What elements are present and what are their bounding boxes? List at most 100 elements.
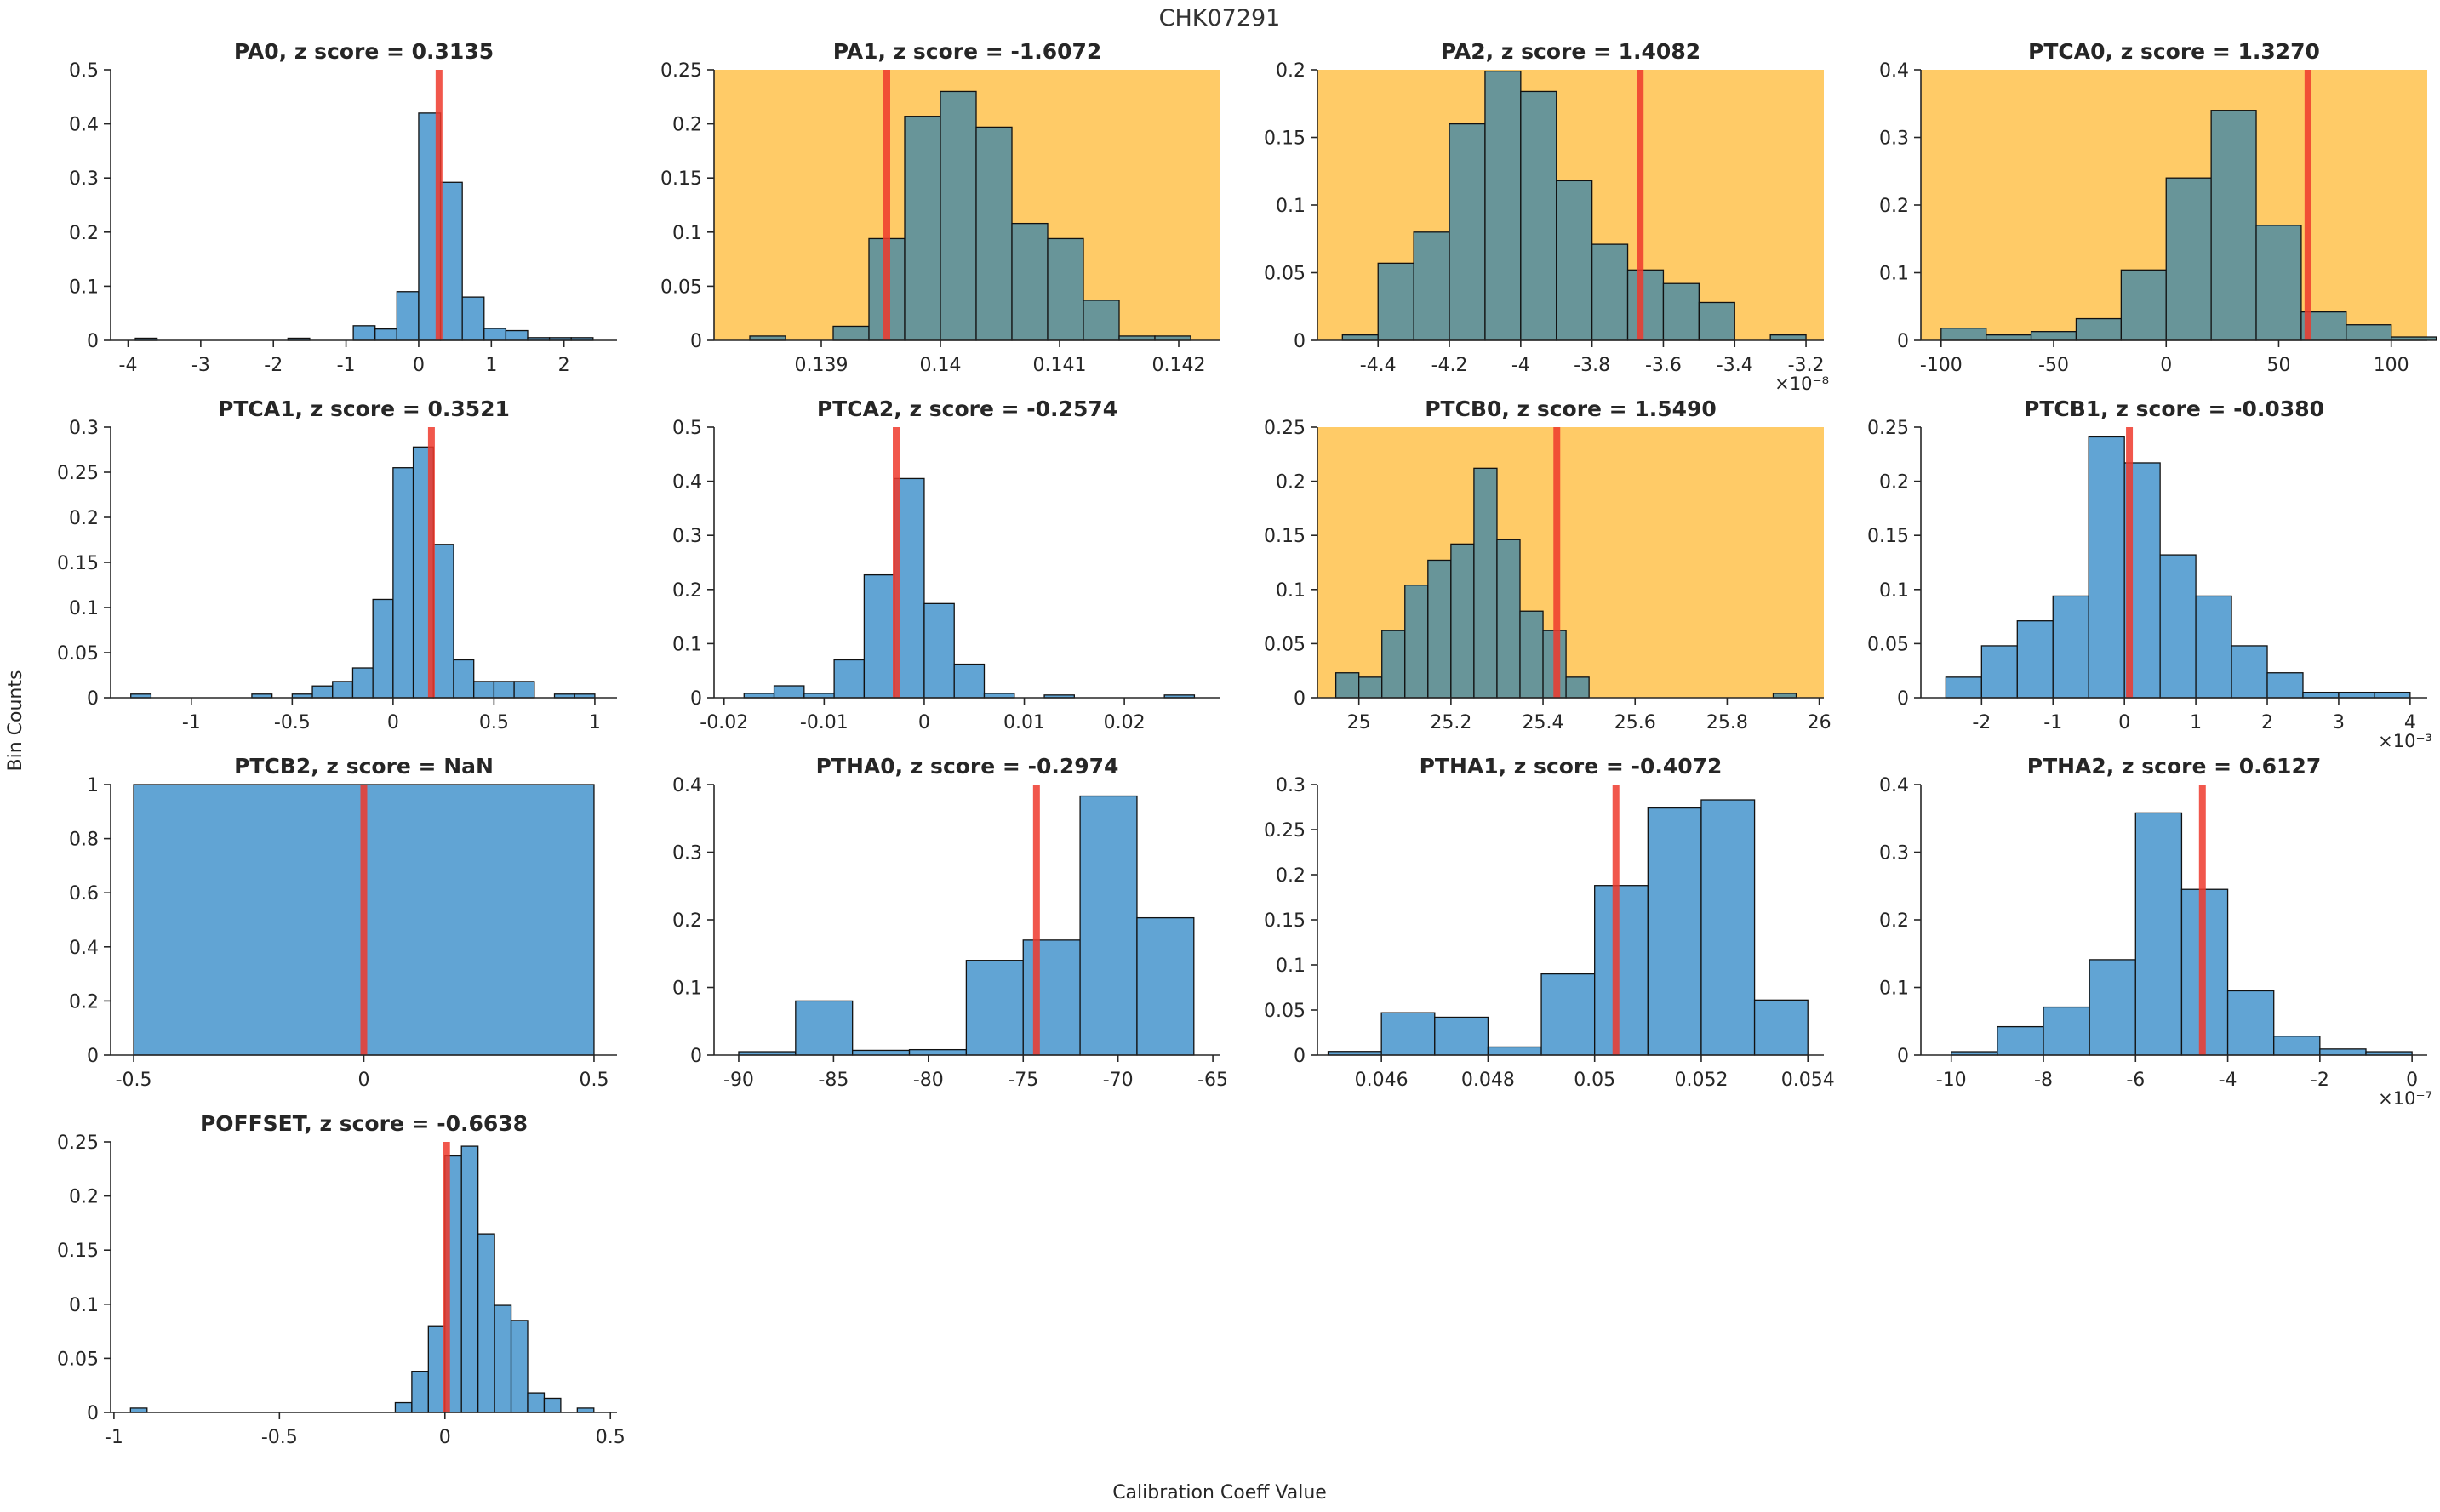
y-tick-label: 0.2	[69, 508, 99, 529]
histogram-bar	[1473, 467, 1498, 699]
y-tick-label: 0.2	[672, 580, 702, 602]
histogram-bar	[505, 329, 529, 341]
x-tick-label: 0	[2406, 1070, 2418, 1091]
histogram-bar	[1334, 672, 1360, 699]
histogram-bar	[396, 291, 420, 341]
x-tick-label: 25.6	[1614, 712, 1656, 733]
subplot-title: PA1, z score = -1.6072	[833, 39, 1102, 64]
histogram-bar	[2255, 225, 2302, 341]
y-tick-label: 0	[690, 1046, 702, 1067]
x-tick-label: -3.4	[1717, 355, 1753, 376]
x-tick-label: 25.4	[1523, 712, 1564, 733]
x-tick-label: 0.5	[479, 712, 509, 733]
x-tick-label: -2	[264, 355, 283, 376]
PTHA1-histogram: 0 0.05 0.1 0.15 0.2 0.25 0.3 0.046 0.048 0.05 0.05…	[1264, 754, 1835, 1091]
y-tick-label: 0.4	[672, 775, 702, 796]
x-tick-label: 1	[485, 355, 497, 376]
histogram-bar	[2319, 1048, 2367, 1056]
subplot-PTHA1: 0 0.05 0.1 0.15 0.2 0.25 0.3 0.046 0.048 0.05 0.05…	[1232, 750, 1836, 1108]
histogram-bar	[411, 1371, 429, 1413]
figure-title: CHK07291	[1158, 5, 1281, 31]
y-tick-label: 0.2	[69, 1187, 99, 1208]
histogram-bar	[833, 659, 866, 699]
histogram-bar	[1341, 334, 1379, 341]
subplot-title: PTCA0, z score = 1.3270	[2028, 39, 2320, 64]
x-tick-label: -100	[1920, 355, 1963, 376]
y-tick-label: 0	[1897, 331, 1909, 352]
histogram-bar	[795, 1000, 854, 1056]
histogram-bar	[1413, 231, 1450, 341]
y-tick-label: 0.05	[57, 643, 99, 665]
histogram-bar	[2088, 436, 2125, 699]
histogram-bar	[1662, 282, 1700, 341]
histogram-bar	[1450, 543, 1475, 699]
histogram-bar	[2266, 672, 2304, 699]
y-tick-label: 0	[87, 1046, 99, 1067]
y-tick-label: 1	[87, 775, 99, 796]
histogram-bar	[311, 685, 334, 699]
subplot-PTCA2: 0 0.1 0.2 0.3 0.4 0.5 -0.02 -0.01 0 0.01 0.02 PTCA2…	[629, 393, 1232, 750]
x-tick-label: 0	[358, 1070, 370, 1091]
histogram-bar	[940, 90, 977, 341]
x-tick-label: -3.8	[1574, 355, 1610, 376]
y-tick-label: 0.2	[1879, 472, 1909, 494]
y-tick-label: 0.15	[660, 168, 702, 190]
y-tick-label: 0.3	[1276, 775, 1306, 796]
y-tick-label: 0.25	[1264, 418, 1306, 439]
histogram-bar	[1047, 237, 1084, 341]
histogram-bar	[1022, 939, 1081, 1056]
y-tick-label: 0.05	[1264, 634, 1306, 655]
histogram-bar	[351, 667, 374, 699]
histogram-bar	[2346, 324, 2392, 341]
histogram-bar	[863, 573, 895, 699]
histogram-bar	[1980, 645, 2018, 699]
PTHA2-histogram: 0 0.1 0.2 0.3 0.4 -10 -8 -6 -4 -2 0 PTHA2, z score …	[1879, 754, 2432, 1109]
y-tick-label: 0.4	[672, 472, 702, 494]
x-tick-label: 0	[2160, 355, 2172, 376]
x-tick-label: -70	[1103, 1070, 1134, 1091]
x-tick-label: 0.142	[1152, 355, 1206, 376]
y-tick-label: 0.2	[69, 223, 99, 244]
histogram-bar	[1496, 539, 1521, 699]
x-tick-label: -85	[818, 1070, 849, 1091]
x-tick-label: -4	[1511, 355, 1530, 376]
x-tick-label: -1	[105, 1427, 123, 1448]
histogram-bar	[1591, 243, 1629, 341]
x-tick-label: 3	[2333, 712, 2345, 733]
x-tick-label: -2	[2311, 1070, 2329, 1091]
x-tick-label: -0.5	[261, 1427, 298, 1448]
PTCA1-histogram: 0 0.05 0.1 0.15 0.2 0.25 0.3 -1 -0.5 0 0.5 1 PTCA1, …	[57, 397, 617, 733]
x-tick-label: 0.5	[596, 1427, 626, 1448]
histogram-bar	[2338, 691, 2375, 699]
x-tick-label: -1	[337, 355, 356, 376]
histogram-bar	[2231, 645, 2268, 699]
histogram-bar	[543, 1397, 562, 1413]
x-tick-label: 25.8	[1706, 712, 1748, 733]
x-tick-label: -1	[182, 712, 201, 733]
histogram-bar	[1381, 630, 1406, 699]
x-tick-label: -3.6	[1645, 355, 1682, 376]
histogram-bar	[332, 681, 354, 699]
subplot-title: PTHA0, z score = -0.2974	[816, 754, 1119, 779]
y-tick-label: 0.1	[1879, 264, 1909, 285]
x-tick-label: -65	[1197, 1070, 1228, 1091]
histogram-bar	[374, 328, 397, 341]
histogram-bar	[908, 1048, 968, 1056]
y-tick-label: 0.2	[1879, 910, 1909, 932]
histogram-bar	[394, 1401, 413, 1413]
y-tick-label: 0.4	[69, 938, 99, 959]
histogram-bar	[1487, 1046, 1542, 1056]
y-tick-label: 0.2	[1276, 472, 1306, 494]
axis-exponent-label: ×10⁻⁸	[1774, 374, 1829, 393]
histogram-bar	[1565, 676, 1590, 699]
x-tick-label: 4	[2404, 712, 2416, 733]
histogram-bar	[2302, 691, 2340, 699]
histogram-bar	[439, 181, 463, 341]
y-tick-label: 0	[1897, 688, 1909, 710]
x-tick-label: -2	[1972, 712, 1991, 733]
histogram-bar	[1520, 90, 1557, 341]
y-tick-label: 0	[1294, 688, 1306, 710]
x-tick-label: 0.5	[579, 1070, 609, 1091]
subplot-title: PTCA2, z score = -0.2574	[817, 397, 1117, 421]
y-tick-label: 0.05	[57, 1349, 99, 1370]
